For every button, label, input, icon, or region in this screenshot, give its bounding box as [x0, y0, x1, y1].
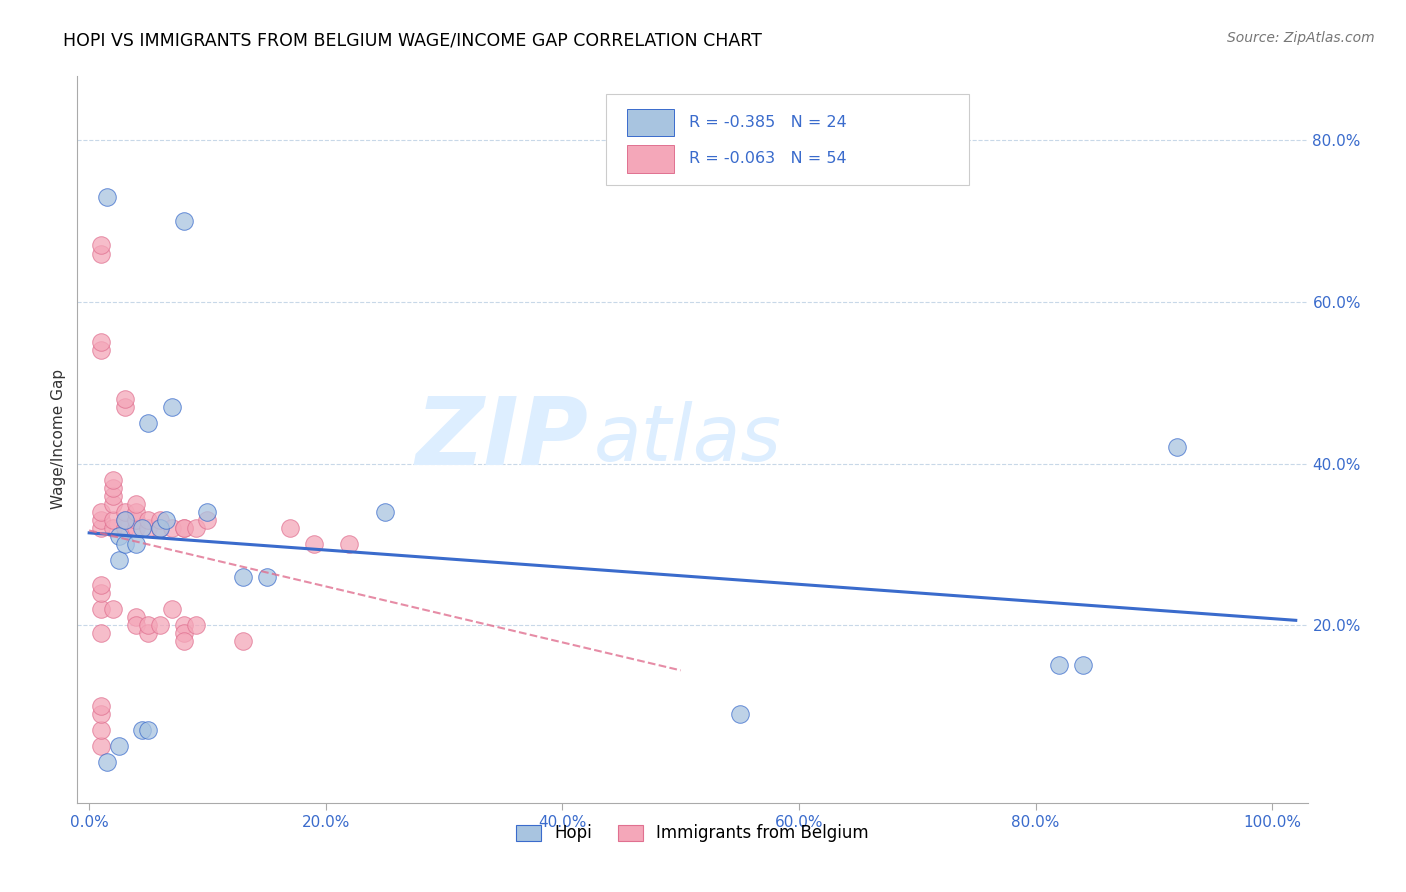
Text: R = -0.063   N = 54: R = -0.063 N = 54	[689, 152, 846, 166]
Point	[90, 505, 112, 519]
Point	[173, 618, 195, 632]
Point	[173, 521, 195, 535]
Text: atlas: atlas	[595, 401, 782, 477]
Point	[136, 723, 159, 737]
Point	[149, 513, 172, 527]
Point	[114, 513, 136, 527]
Text: ZIP: ZIP	[415, 393, 588, 485]
Point	[101, 513, 124, 527]
Text: Source: ZipAtlas.com: Source: ZipAtlas.com	[1227, 31, 1375, 45]
Point	[125, 505, 148, 519]
Point	[278, 521, 301, 535]
Point	[107, 529, 129, 543]
Point	[1166, 441, 1188, 455]
Point	[339, 537, 361, 551]
Y-axis label: Wage/Income Gap: Wage/Income Gap	[51, 369, 66, 509]
Point	[131, 723, 153, 737]
Point	[90, 706, 112, 721]
Point	[131, 521, 153, 535]
FancyBboxPatch shape	[627, 145, 673, 172]
Point	[1047, 658, 1070, 673]
Point	[173, 626, 195, 640]
Point	[232, 634, 254, 648]
Point	[107, 739, 129, 754]
Point	[125, 618, 148, 632]
Point	[232, 569, 254, 583]
Point	[125, 610, 148, 624]
Point	[197, 505, 219, 519]
Point	[90, 343, 112, 358]
Point	[184, 618, 207, 632]
Point	[160, 521, 183, 535]
Point	[96, 190, 118, 204]
FancyBboxPatch shape	[606, 94, 969, 185]
Point	[125, 513, 148, 527]
Text: R = -0.385   N = 24: R = -0.385 N = 24	[689, 115, 846, 130]
Point	[136, 513, 159, 527]
Point	[173, 634, 195, 648]
Point	[90, 335, 112, 350]
Point	[1071, 658, 1094, 673]
Point	[197, 513, 219, 527]
Point	[101, 602, 124, 616]
Point	[184, 521, 207, 535]
Point	[96, 756, 118, 770]
Text: HOPI VS IMMIGRANTS FROM BELGIUM WAGE/INCOME GAP CORRELATION CHART: HOPI VS IMMIGRANTS FROM BELGIUM WAGE/INC…	[63, 31, 762, 49]
Point	[125, 521, 148, 535]
Point	[160, 602, 183, 616]
Point	[114, 513, 136, 527]
Point	[90, 246, 112, 260]
Point	[125, 497, 148, 511]
Point	[90, 723, 112, 737]
Point	[136, 618, 159, 632]
Point	[136, 416, 159, 430]
FancyBboxPatch shape	[627, 109, 673, 136]
Point	[173, 521, 195, 535]
Point	[101, 521, 124, 535]
Point	[114, 537, 136, 551]
Point	[101, 489, 124, 503]
Point	[114, 521, 136, 535]
Point	[173, 214, 195, 228]
Point	[728, 706, 751, 721]
Point	[136, 521, 159, 535]
Point	[256, 569, 278, 583]
Point	[101, 473, 124, 487]
Point	[155, 513, 177, 527]
Point	[90, 739, 112, 754]
Point	[114, 392, 136, 406]
Point	[114, 400, 136, 414]
Point	[374, 505, 396, 519]
Point	[101, 497, 124, 511]
Legend: Hopi, Immigrants from Belgium: Hopi, Immigrants from Belgium	[510, 818, 875, 849]
Point	[136, 626, 159, 640]
Point	[125, 537, 148, 551]
Point	[90, 513, 112, 527]
Point	[149, 521, 172, 535]
Point	[90, 521, 112, 535]
Point	[107, 553, 129, 567]
Point	[149, 618, 172, 632]
Point	[90, 698, 112, 713]
Point	[90, 578, 112, 592]
Point	[90, 626, 112, 640]
Point	[114, 505, 136, 519]
Point	[90, 238, 112, 252]
Point	[302, 537, 325, 551]
Point	[101, 481, 124, 495]
Point	[90, 602, 112, 616]
Point	[149, 521, 172, 535]
Point	[160, 400, 183, 414]
Point	[90, 586, 112, 600]
